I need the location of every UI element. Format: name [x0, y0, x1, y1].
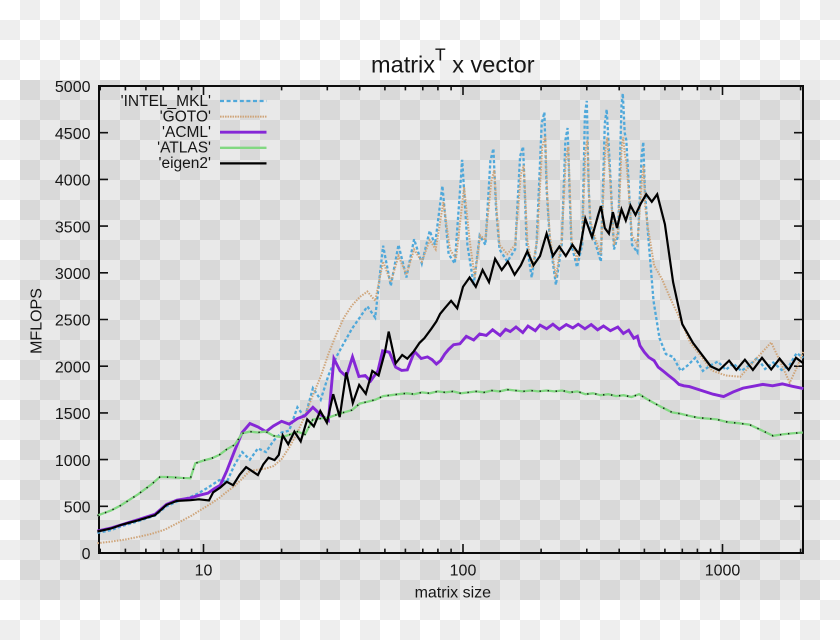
svg-text:1000: 1000: [705, 563, 741, 580]
svg-text:1500: 1500: [55, 406, 91, 423]
svg-text:10: 10: [195, 563, 213, 580]
svg-text:3000: 3000: [55, 266, 91, 283]
svg-text:3500: 3500: [55, 219, 91, 236]
svg-text:2000: 2000: [55, 359, 91, 376]
svg-text:'ATLAS': 'ATLAS': [157, 140, 211, 157]
svg-text:matrix size: matrix size: [415, 585, 492, 602]
svg-text:5000: 5000: [55, 79, 91, 96]
svg-text:100: 100: [450, 563, 477, 580]
svg-text:matrixT x vector: matrixT x vector: [371, 45, 535, 78]
svg-text:4000: 4000: [55, 173, 91, 190]
svg-text:'GOTO': 'GOTO': [160, 108, 211, 125]
svg-text:'ACML': 'ACML': [162, 124, 211, 141]
svg-text:500: 500: [64, 500, 91, 517]
svg-text:0: 0: [82, 546, 91, 563]
svg-text:'eigen2': 'eigen2': [159, 155, 212, 172]
svg-text:1000: 1000: [55, 453, 91, 470]
svg-text:2500: 2500: [55, 313, 91, 330]
svg-text:4500: 4500: [55, 126, 91, 143]
svg-text:MFLOPS: MFLOPS: [29, 288, 46, 354]
svg-text:'INTEL_MKL': 'INTEL_MKL': [121, 93, 211, 110]
